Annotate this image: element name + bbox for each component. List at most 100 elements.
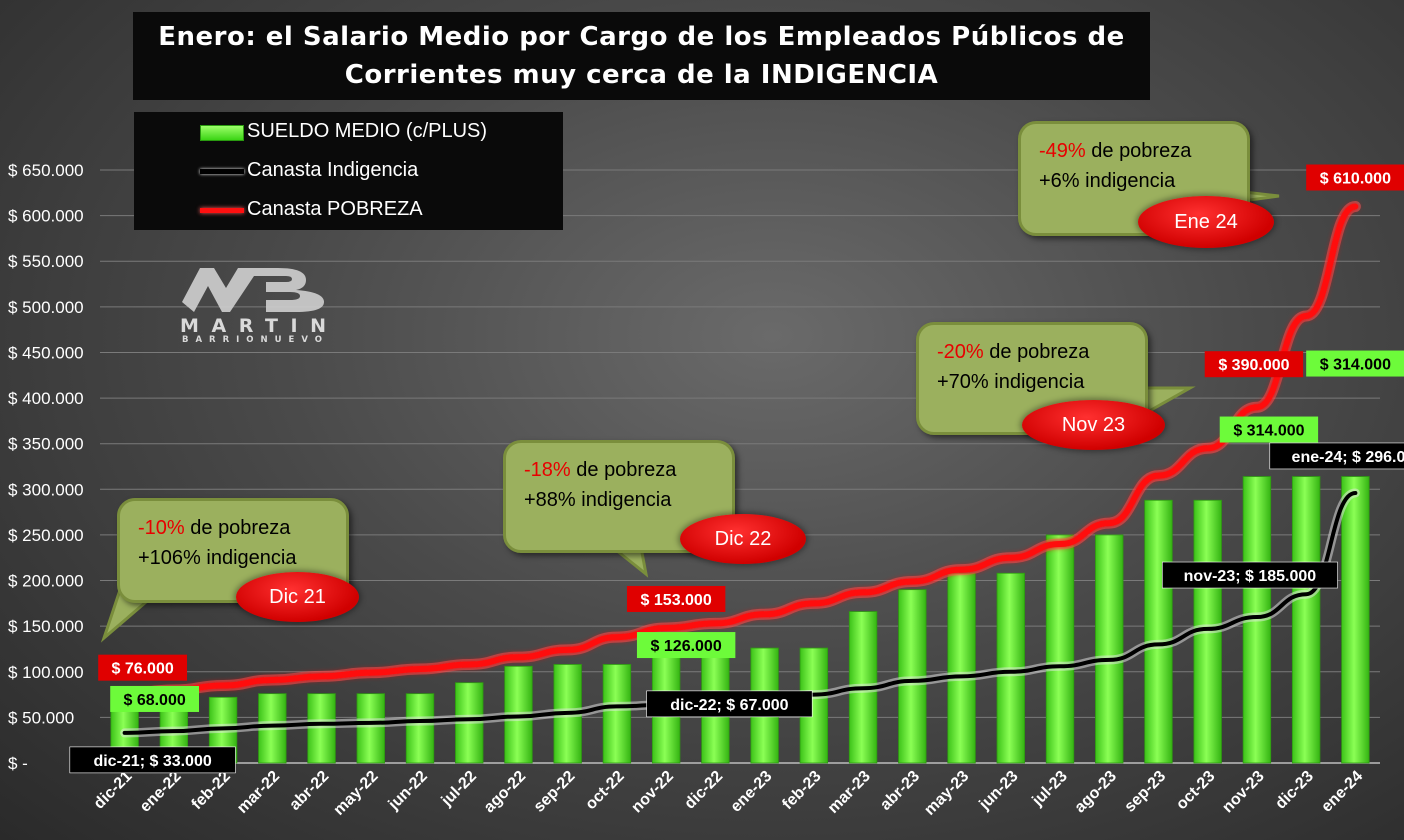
x-tick-label: ago-23 (1072, 768, 1121, 817)
data-label-text: $ 76.000 (111, 661, 173, 678)
pct-pobreza: -49% (1039, 140, 1086, 162)
x-tick-label: jul-23 (1029, 768, 1071, 810)
bar-may-22 (356, 693, 385, 764)
legend-label-indigencia: Canasta Indigencia (247, 159, 419, 181)
tag-ene24: Ene 24 (1138, 196, 1274, 248)
data-label-text: dic-21; $ 33.000 (93, 753, 211, 770)
x-tick-label: oct-23 (1173, 768, 1218, 813)
data-label-text: $ 314.000 (1233, 423, 1304, 440)
y-tick-label: $ 450.000 (8, 343, 84, 362)
y-tick-label: $ 150.000 (8, 617, 84, 636)
legend-swatch-sueldo (200, 125, 244, 141)
x-tick-label: mar-22 (234, 768, 283, 817)
x-tick-label: abr-22 (286, 768, 332, 814)
x-tick-label: feb-22 (189, 768, 234, 813)
legend: SUELDO MEDIO (c/PLUS) Canasta Indigencia… (134, 112, 563, 230)
pct-pobreza: -18% (524, 459, 571, 481)
bar-sep-23 (1144, 499, 1173, 764)
x-tick-label: ene-23 (728, 768, 776, 816)
x-tick-label: sep-23 (1121, 768, 1169, 816)
pobreza-text: de pobreza (570, 459, 677, 481)
data-label-text: ene-24; $ 296.000 (1292, 449, 1404, 466)
y-tick-label: $ 600.000 (8, 207, 84, 226)
y-tick-label: $ - (8, 754, 28, 773)
x-tick-label: jun-22 (385, 768, 431, 814)
bubble-body-dic21: -10% de pobreza +106% indigencia (117, 498, 349, 603)
chart-title-line-2: Corrientes muy cerca de la INDIGENCIA (344, 60, 939, 90)
data-label-black: dic-21; $ 33.000 (69, 746, 236, 774)
pobreza-text: de pobreza (184, 517, 291, 539)
x-tick-label: ene-22 (137, 768, 185, 816)
bar-oct-22 (602, 664, 632, 764)
x-tick-label: dic-23 (1272, 768, 1317, 813)
logo-line-2: BARRIONUEVO (182, 335, 322, 344)
pct-pobreza: -10% (138, 517, 185, 539)
data-label-green: $ 314.000 (1306, 350, 1404, 377)
y-tick-label: $ 250.000 (8, 526, 84, 545)
data-label-text: $ 153.000 (641, 592, 712, 609)
indigencia-text: +70% indigencia (937, 371, 1085, 393)
legend-label-sueldo: SUELDO MEDIO (c/PLUS) (247, 120, 488, 142)
legend-label-pobreza: Canasta POBREZA (247, 198, 423, 220)
logo-martin-barrionuevo: MARTIN BARRIONUEVO (180, 268, 326, 344)
bar-ago-23 (1095, 534, 1124, 764)
logo-line-1: MARTIN (180, 315, 326, 337)
pobreza-text: de pobreza (1085, 140, 1192, 162)
bar-dic-23 (1291, 476, 1321, 764)
line-canasta-pobreza (121, 203, 1359, 697)
data-label-green: $ 314.000 (1219, 416, 1319, 443)
y-tick-label: $ 350.000 (8, 435, 84, 454)
data-label-green: $ 126.000 (636, 632, 736, 659)
pct-pobreza: -20% (937, 341, 984, 363)
y-tick-label: $ 300.000 (8, 480, 84, 499)
x-tick-label: ago-22 (481, 768, 530, 817)
x-tick-label: jul-22 (438, 768, 480, 810)
y-tick-label: $ 200.000 (8, 572, 84, 591)
y-tick-label: $ 100.000 (8, 663, 84, 682)
data-label-red: $ 76.000 (98, 654, 188, 681)
x-tick-label: dic-22 (681, 768, 726, 813)
tag-nov23: Nov 23 (1022, 400, 1165, 450)
x-tick-label: ene-24 (1318, 768, 1366, 816)
legend-swatch-pobreza (200, 208, 244, 213)
bar-ene-24 (1341, 476, 1370, 764)
x-tick-label: dic-21 (91, 768, 136, 813)
data-label-text: $ 68.000 (123, 692, 185, 709)
tag-dic22: Dic 22 (680, 514, 806, 564)
y-tick-label: $ 400.000 (8, 389, 84, 408)
y-tick-label: $ 650.000 (8, 161, 84, 180)
y-tick-label: $ 500.000 (8, 298, 84, 317)
x-tick-label: may-22 (331, 768, 382, 819)
indigencia-text: +6% indigencia (1039, 170, 1176, 192)
data-label-red: $ 153.000 (626, 585, 726, 612)
chart-title: Enero: el Salario Medio por Cargo de los… (133, 12, 1150, 100)
legend-swatch-indigencia (200, 169, 244, 174)
chart-title-line-1: Enero: el Salario Medio por Cargo de los… (158, 22, 1125, 52)
x-tick-label: abr-23 (877, 768, 923, 814)
x-tick-label: nov-22 (628, 768, 677, 817)
data-label-red: $ 390.000 (1204, 351, 1304, 378)
data-label-text: dic-22; $ 67.000 (670, 697, 788, 714)
data-label-text: $ 126.000 (651, 638, 722, 655)
data-label-text: $ 390.000 (1218, 357, 1289, 374)
indigencia-text: +106% indigencia (138, 547, 297, 569)
indigencia-text: +88% indigencia (524, 489, 672, 511)
x-tick-label: mar-23 (825, 768, 874, 817)
data-label-red: $ 610.000 (1306, 164, 1404, 191)
data-label-black: ene-24; $ 296.000 (1269, 442, 1404, 470)
x-tick-label: nov-23 (1219, 768, 1268, 817)
data-label-black: nov-23; $ 185.000 (1162, 561, 1338, 589)
data-label-text: $ 314.000 (1320, 357, 1391, 374)
data-label-green: $ 68.000 (110, 685, 200, 712)
bar-may-23 (947, 572, 976, 764)
x-tick-label: may-23 (921, 768, 972, 819)
tag-dic21: Dic 21 (236, 572, 359, 622)
x-tick-label: jun-23 (976, 768, 1022, 814)
bar-jul-23 (1045, 534, 1075, 764)
y-tick-label: $ 550.000 (8, 252, 84, 271)
bar-jun-22 (405, 693, 435, 764)
pobreza-text: de pobreza (983, 341, 1090, 363)
x-tick-label: feb-23 (779, 768, 824, 813)
x-tick-label: oct-22 (582, 768, 627, 813)
